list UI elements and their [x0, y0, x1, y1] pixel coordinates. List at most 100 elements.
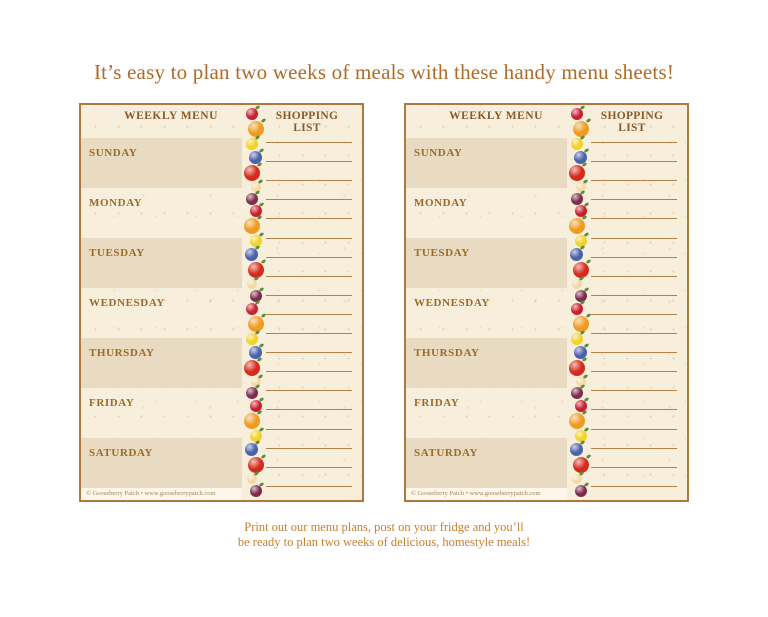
- day-label: MONDAY: [89, 197, 143, 209]
- blackberry-icon: [245, 387, 258, 400]
- day-band: SUNDAY: [81, 138, 242, 188]
- blackberry-icon: [249, 289, 262, 302]
- weekly-menu-header: WEEKLY MENU: [124, 110, 218, 122]
- day-label: THURSDAY: [89, 347, 155, 359]
- day-label: WEDNESDAY: [89, 297, 165, 309]
- shopping-line: [591, 449, 677, 468]
- fruit-border: [566, 108, 591, 497]
- day-band: TUESDAY: [406, 238, 567, 288]
- shopping-line: [266, 277, 352, 296]
- apple-slice-icon: [250, 376, 261, 387]
- day-band: THURSDAY: [81, 338, 242, 388]
- shopping-line: [266, 219, 352, 239]
- day-label: SUNDAY: [414, 147, 463, 159]
- shopping-line: [591, 162, 677, 182]
- shopping-line: [591, 372, 677, 392]
- day-label: TUESDAY: [414, 247, 470, 259]
- day-label: FRIDAY: [414, 397, 460, 409]
- menu-sheet: WEEKLY MENU SHOPPING LIST SUNDAY MONDAY TU…: [404, 103, 689, 502]
- cherries-icon: [574, 205, 587, 218]
- apple-slice-icon: [250, 181, 261, 192]
- blueberries-icon: [570, 443, 583, 457]
- shopping-line: [266, 143, 352, 163]
- day-bands: SUNDAY MONDAY TUESDAY WEDNESDAY THURSDAY FRID…: [406, 138, 567, 488]
- day-band: TUESDAY: [81, 238, 242, 288]
- blackberry-icon: [570, 387, 583, 400]
- cherries-icon: [570, 302, 583, 315]
- apple-icon: [243, 359, 260, 376]
- cherries-icon: [249, 205, 262, 218]
- blueberries-icon: [245, 248, 258, 262]
- menu-sheet: WEEKLY MENU SHOPPING LIST SUNDAY MONDAY TU…: [79, 103, 364, 502]
- orange-icon: [243, 413, 260, 430]
- apple-icon: [247, 262, 264, 279]
- shopping-line: [266, 372, 352, 392]
- shopping-line: [591, 468, 677, 487]
- shopping-line: [591, 391, 677, 411]
- fruit-border: [241, 108, 266, 497]
- apple-icon: [568, 359, 585, 376]
- day-label: SATURDAY: [89, 447, 154, 459]
- footer-caption: Print out our menu plans, post on your f…: [0, 520, 768, 549]
- orange-icon: [243, 218, 260, 235]
- footer-caption-line1: Print out our menu plans, post on your f…: [244, 520, 524, 534]
- blackberry-icon: [574, 289, 587, 302]
- shopping-line: [266, 181, 352, 201]
- blackberry-icon: [249, 484, 262, 497]
- day-band: MONDAY: [406, 188, 567, 238]
- shopping-line: [266, 391, 352, 411]
- day-band: WEDNESDAY: [81, 288, 242, 338]
- shopping-line: [591, 239, 677, 258]
- shopping-line: [266, 162, 352, 182]
- shopping-line: [266, 315, 352, 335]
- orange-icon: [568, 413, 585, 430]
- orange-icon: [247, 315, 264, 332]
- shopping-line: [266, 296, 352, 315]
- day-label: WEDNESDAY: [414, 297, 490, 309]
- day-band: WEDNESDAY: [406, 288, 567, 338]
- shopping-line: [266, 430, 352, 449]
- day-band: SATURDAY: [81, 438, 242, 488]
- shopping-list-header: SHOPPING LIST: [275, 110, 339, 134]
- blueberries-icon: [249, 345, 262, 359]
- day-label: FRIDAY: [89, 397, 135, 409]
- shopping-line: [266, 200, 352, 220]
- shopping-line: [591, 315, 677, 335]
- day-label: SUNDAY: [89, 147, 138, 159]
- lemon-icon: [245, 332, 258, 345]
- orange-icon: [572, 315, 589, 332]
- menu-sheet-slot-right: WEEKLY MENU SHOPPING LIST SUNDAY MONDAY TU…: [404, 103, 689, 502]
- blueberries-icon: [574, 150, 587, 164]
- shopping-line: [266, 124, 352, 144]
- shopping-line: [591, 143, 677, 163]
- lemon-icon: [570, 332, 583, 345]
- shopping-line: [591, 410, 677, 430]
- apple-icon: [247, 457, 264, 474]
- day-band: SUNDAY: [406, 138, 567, 188]
- day-band: SATURDAY: [406, 438, 567, 488]
- day-label: SATURDAY: [414, 447, 479, 459]
- cherries-icon: [570, 108, 583, 120]
- day-label: MONDAY: [414, 197, 468, 209]
- day-band: THURSDAY: [406, 338, 567, 388]
- shopping-line: [591, 200, 677, 220]
- cherries-icon: [249, 400, 262, 413]
- orange-icon: [568, 218, 585, 235]
- shopping-line: [266, 258, 352, 277]
- blueberries-icon: [245, 443, 258, 457]
- apple-slice-icon: [571, 473, 582, 484]
- shopping-line: [591, 277, 677, 296]
- copyright-line: © Gooseberry Patch • www.gooseberrypatch…: [406, 488, 567, 500]
- footer-caption-line2: be ready to plan two weeks of delicious,…: [237, 534, 531, 549]
- apple-slice-icon: [246, 473, 257, 484]
- cherries-icon: [245, 108, 258, 120]
- lemon-icon: [570, 137, 583, 150]
- page-title: It’s easy to plan two weeks of meals wit…: [93, 60, 675, 84]
- weekly-menu-header: WEEKLY MENU: [449, 110, 543, 122]
- day-band: MONDAY: [81, 188, 242, 238]
- shopping-line: [591, 124, 677, 144]
- day-band: FRIDAY: [81, 388, 242, 438]
- shopping-line: [591, 430, 677, 449]
- cherries-icon: [574, 400, 587, 413]
- apple-icon: [568, 164, 585, 181]
